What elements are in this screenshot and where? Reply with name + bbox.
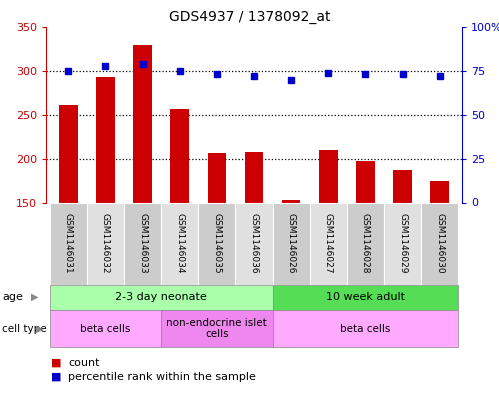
Text: GDS4937 / 1378092_at: GDS4937 / 1378092_at [169, 10, 330, 24]
Bar [161, 310, 272, 347]
Text: age: age [2, 292, 23, 302]
Bar [59, 105, 77, 334]
Bar [50, 202, 87, 285]
Bar [384, 202, 421, 285]
Bar [282, 200, 300, 334]
Text: ▶: ▶ [31, 292, 39, 302]
Bar [347, 202, 384, 285]
Bar [133, 44, 152, 334]
Text: GSM1146036: GSM1146036 [250, 213, 258, 274]
Text: ■: ■ [51, 372, 61, 382]
Bar [161, 202, 198, 285]
Bar [272, 285, 458, 310]
Bar [171, 108, 189, 334]
Bar [236, 202, 272, 285]
Bar [431, 180, 449, 334]
Bar [124, 202, 161, 285]
Text: beta cells: beta cells [340, 323, 391, 334]
Text: non-endocrine islet
cells: non-endocrine islet cells [167, 318, 267, 339]
Bar [50, 285, 272, 310]
Text: GSM1146035: GSM1146035 [213, 213, 222, 274]
Bar [310, 202, 347, 285]
Bar [421, 202, 458, 285]
Text: 10 week adult: 10 week adult [326, 292, 405, 302]
Bar [393, 170, 412, 334]
Text: percentile rank within the sample: percentile rank within the sample [68, 372, 256, 382]
Text: GSM1146028: GSM1146028 [361, 213, 370, 274]
Text: GSM1146032: GSM1146032 [101, 213, 110, 274]
Text: cell type: cell type [2, 323, 47, 334]
Text: GSM1146027: GSM1146027 [324, 213, 333, 274]
Text: 2-3 day neonate: 2-3 day neonate [115, 292, 207, 302]
Text: GSM1146029: GSM1146029 [398, 213, 407, 274]
Text: GSM1146033: GSM1146033 [138, 213, 147, 274]
Text: GSM1146031: GSM1146031 [64, 213, 73, 274]
Bar [87, 202, 124, 285]
Bar [272, 310, 458, 347]
Bar [245, 152, 263, 334]
Text: ▶: ▶ [36, 323, 44, 334]
Bar [208, 153, 226, 334]
Text: GSM1146030: GSM1146030 [435, 213, 444, 274]
Bar [96, 77, 115, 334]
Text: GSM1146026: GSM1146026 [286, 213, 295, 274]
Bar [198, 202, 236, 285]
Bar [272, 202, 310, 285]
Text: GSM1146034: GSM1146034 [175, 213, 184, 274]
Text: beta cells: beta cells [80, 323, 131, 334]
Text: count: count [68, 358, 100, 368]
Text: ■: ■ [51, 358, 61, 368]
Bar [50, 310, 161, 347]
Bar [319, 150, 337, 334]
Bar [356, 161, 375, 334]
